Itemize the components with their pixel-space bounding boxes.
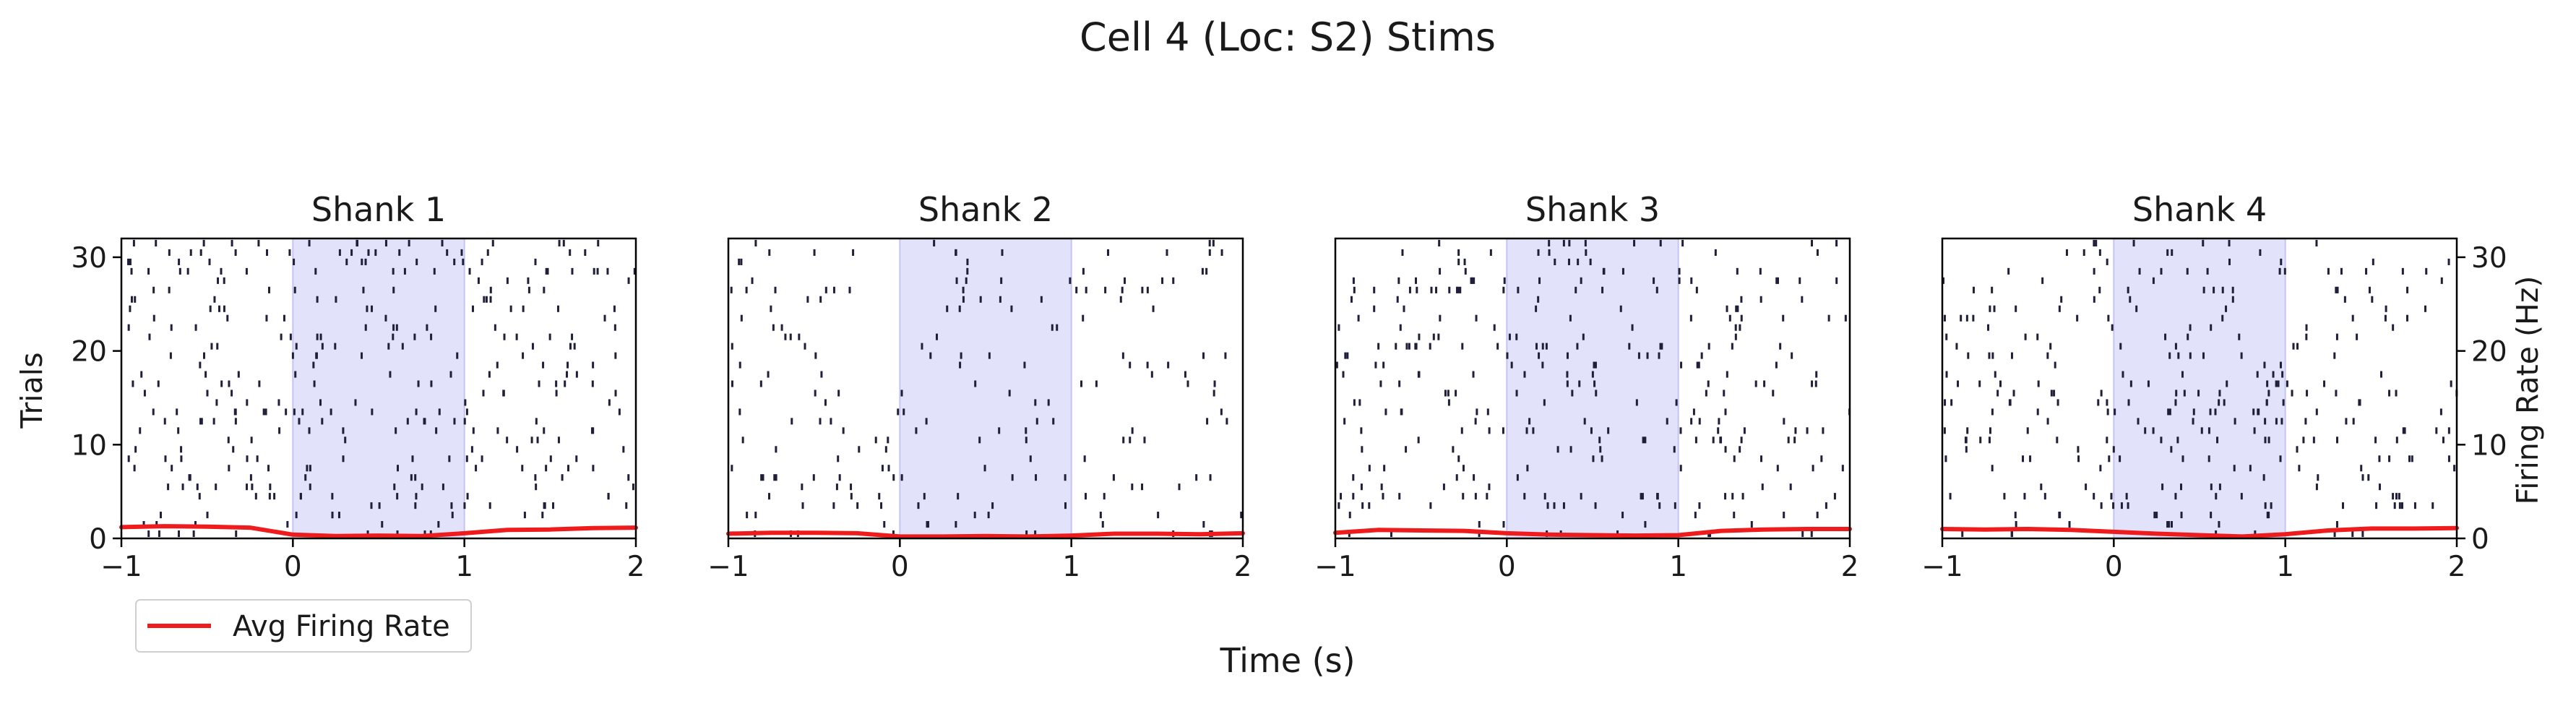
- y-tick-label: 20: [2471, 336, 2507, 369]
- y-axis-label-firing-rate: Firing Rate (Hz): [2510, 276, 2545, 505]
- x-tick-label: −1: [100, 551, 142, 583]
- x-tick-label: 2: [2448, 551, 2466, 583]
- x-tick-label: −1: [707, 551, 749, 583]
- x-tick-label: 0: [1498, 551, 1516, 583]
- y-tick-label: 0: [89, 523, 107, 556]
- spike-raster: [730, 239, 1243, 538]
- stim-window: [2113, 238, 2286, 539]
- spike-raster: [1942, 239, 2458, 538]
- x-tick-label: 0: [284, 551, 302, 583]
- figure-title: Cell 4 (Loc: S2) Stims: [1080, 14, 1496, 60]
- x-tick-label: 0: [2105, 551, 2123, 583]
- stim-window: [1506, 238, 1679, 539]
- axes-frame: [1941, 237, 2458, 540]
- x-tick-label: −1: [1314, 551, 1356, 583]
- x-tick-label: 2: [1841, 551, 1859, 583]
- avg-firing-rate-line: [1333, 527, 1852, 538]
- legend-label: Avg Firing Rate: [233, 610, 450, 643]
- x-tick-label: 1: [455, 551, 473, 583]
- spike-raster: [127, 239, 636, 538]
- legend-frame: [135, 599, 472, 653]
- axes-frame: [727, 237, 1244, 540]
- stim-window: [899, 238, 1072, 539]
- panel-shank-3: Shank 3 −1 0 1 2: [1314, 190, 1858, 583]
- panel-title: Shank 2: [918, 190, 1053, 229]
- y-tick-label: 10: [71, 429, 107, 462]
- stim-window: [292, 238, 465, 539]
- panel-title: Shank 4: [2132, 190, 2267, 229]
- y-tick-label: 30: [71, 242, 107, 275]
- y-tick-label: 30: [2471, 242, 2507, 275]
- y-tick-label: 0: [2471, 523, 2489, 556]
- avg-firing-rate-line: [119, 524, 638, 538]
- y-tick-label: 10: [2471, 429, 2507, 462]
- y-axis-label-trials: Trials: [14, 352, 49, 429]
- x-tick-label: −1: [1921, 551, 1963, 583]
- x-tick-label: 1: [1062, 551, 1080, 583]
- x-tick-label: 2: [1234, 551, 1252, 583]
- spike-raster: [1335, 239, 1851, 538]
- panel-shank-2: Shank 2 −1 0 1 2: [707, 190, 1252, 583]
- y-tick-label: 20: [71, 336, 107, 369]
- axes-frame: [1334, 237, 1851, 540]
- avg-firing-rate-line: [1940, 525, 2459, 539]
- legend: Avg Firing Rate: [135, 599, 472, 653]
- axes-frame: [120, 237, 637, 540]
- x-tick-label: 1: [1669, 551, 1687, 583]
- panel-title: Shank 1: [311, 190, 446, 229]
- x-axis-label: Time (s): [1219, 641, 1355, 680]
- x-tick-label: 2: [627, 551, 645, 583]
- x-tick-label: 1: [2276, 551, 2294, 583]
- panel-title: Shank 3: [1525, 190, 1660, 229]
- avg-firing-rate-line: [726, 530, 1245, 539]
- x-tick-label: 0: [891, 551, 909, 583]
